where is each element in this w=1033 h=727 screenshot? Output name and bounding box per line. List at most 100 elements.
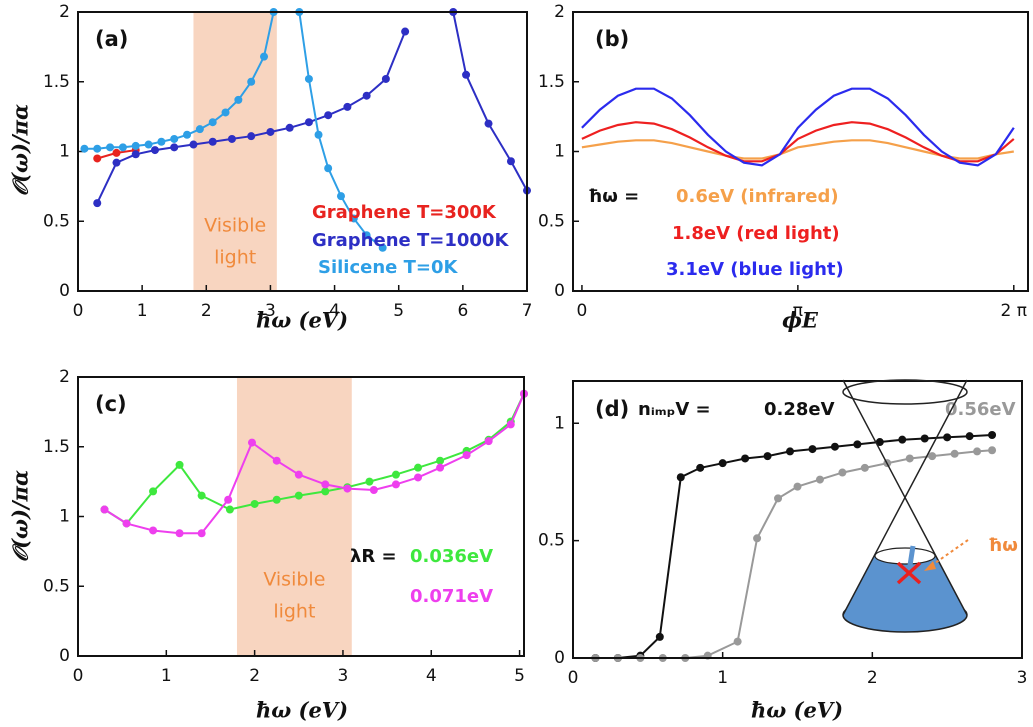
x-tick-label: 0 <box>568 668 579 688</box>
data-point <box>260 52 269 61</box>
data-point <box>965 432 974 441</box>
y-tick-label: 0.5 <box>43 211 70 231</box>
panel: 0 π 2 π 0 0.5 1 1.5 2 (b) ϕE ħω = 0.6eV (infrared)… <box>538 2 1029 333</box>
y-tick-label: 1.5 <box>538 72 565 92</box>
visible-band <box>236 377 352 656</box>
data-point <box>898 435 907 444</box>
data-point <box>462 70 471 79</box>
data-point <box>718 459 727 468</box>
data-point <box>247 438 256 447</box>
data-point <box>175 529 184 538</box>
y-tick-label: 0.5 <box>538 531 565 551</box>
band-label: light <box>273 601 315 623</box>
y-tick-label: 0 <box>554 648 565 668</box>
x-tick-label: 1 <box>137 301 148 321</box>
y-tick-label: 0 <box>554 281 565 301</box>
x-tick-label: 4 <box>329 301 340 321</box>
y-tick-label: 1.5 <box>43 72 70 92</box>
panel-label: (c) <box>95 392 127 416</box>
data-point <box>272 456 281 465</box>
data-point <box>93 144 102 153</box>
data-point <box>285 123 294 132</box>
x-tick-label: 2 <box>867 668 878 688</box>
panel-label: (d) <box>595 397 629 421</box>
y-tick-label: 2 <box>59 2 70 22</box>
y-tick-label: 0 <box>59 281 70 301</box>
plot-frame <box>77 376 525 657</box>
inset-label: ħω <box>988 535 1018 556</box>
data-point <box>763 452 772 461</box>
legend-entry: 0.56eV <box>945 399 1016 420</box>
x-tick-label: 5 <box>393 301 404 321</box>
data-point <box>853 440 862 449</box>
data-point <box>905 454 914 463</box>
x-tick-label: 2 <box>249 666 260 686</box>
data-point <box>928 452 937 461</box>
data-point <box>321 480 330 489</box>
data-point <box>365 477 374 486</box>
x-tick-label: π <box>793 301 803 321</box>
legend-prefix: λR = <box>350 546 397 567</box>
data-point <box>321 487 330 496</box>
data-point <box>920 434 929 443</box>
data-point <box>234 95 243 104</box>
data-point <box>227 134 236 143</box>
y-tick-label: 1 <box>59 507 70 527</box>
data-point <box>224 495 233 504</box>
legend-entry: Silicene T=0K <box>318 257 459 278</box>
data-point <box>122 519 131 528</box>
panel-label: (a) <box>95 27 128 51</box>
data-point <box>324 164 333 173</box>
x-tick-label: 0 <box>73 301 84 321</box>
x-axis-label: ħω (eV) <box>751 698 843 723</box>
data-point <box>247 132 256 141</box>
data-point <box>247 77 256 86</box>
legend-entry: 0.28eV <box>764 399 835 420</box>
data-point <box>506 157 515 166</box>
panel: 0 1 2 3 0 0.5 1 (d) ħω (eV) nᵢₘₚV = 0.28eV 0.56eV ħ… <box>538 380 1027 723</box>
data-point <box>786 447 795 456</box>
data-point <box>221 108 230 117</box>
data-point <box>144 140 153 149</box>
data-point <box>118 143 127 152</box>
data-point <box>343 484 352 493</box>
x-tick-label: 0 <box>577 301 588 321</box>
y-tick-label: 0 <box>59 646 70 666</box>
band-label: light <box>214 247 256 269</box>
y-tick-label: 1 <box>59 142 70 162</box>
data-point <box>391 470 400 479</box>
data-point <box>988 446 997 455</box>
y-tick-label: 1.5 <box>43 437 70 457</box>
data-point <box>304 118 313 127</box>
panel-label: (b) <box>595 27 629 51</box>
data-point <box>733 637 742 646</box>
data-point <box>324 111 333 120</box>
data-point <box>150 146 159 155</box>
data-point <box>149 487 158 496</box>
data-point <box>414 463 423 472</box>
legend-entry: 3.1eV (blue light) <box>666 259 844 280</box>
data-point <box>401 27 410 36</box>
data-point <box>462 451 471 460</box>
data-point <box>112 158 121 167</box>
data-point <box>189 140 198 149</box>
data-point <box>170 143 179 152</box>
data-point <box>378 243 387 252</box>
x-tick-label: 5 <box>514 666 525 686</box>
data-point <box>314 130 323 139</box>
data-point <box>294 491 303 500</box>
data-point <box>294 470 303 479</box>
data-point <box>484 119 493 128</box>
legend-prefix: nᵢₘₚV = <box>638 399 711 420</box>
data-point <box>170 134 179 143</box>
data-point <box>149 526 158 535</box>
data-point <box>950 449 959 458</box>
y-tick-label: 0.5 <box>43 576 70 596</box>
data-point <box>250 499 259 508</box>
data-point <box>131 150 140 159</box>
x-tick-label: 1 <box>161 666 172 686</box>
legend-entry: 0.071eV <box>410 586 493 607</box>
data-point <box>815 475 824 484</box>
data-point <box>436 463 445 472</box>
data-point <box>197 491 206 500</box>
